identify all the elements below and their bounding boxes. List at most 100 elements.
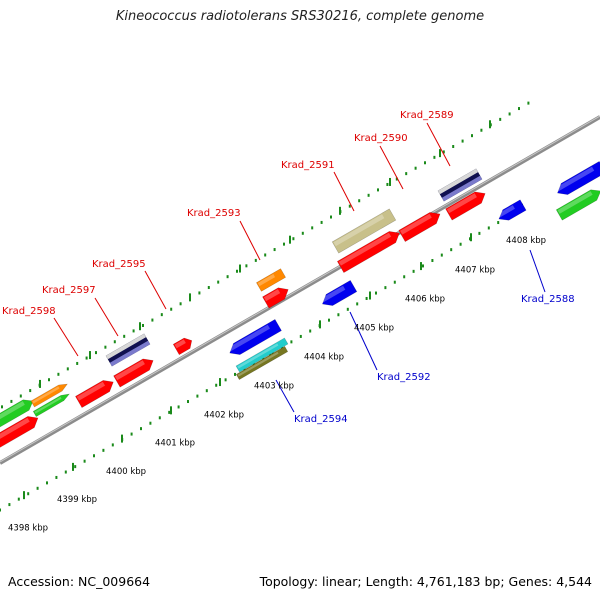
upper-tick: [518, 107, 520, 111]
lower-tick: [74, 465, 77, 469]
lower-tick: [46, 481, 48, 485]
upper-label-line: [94, 297, 119, 337]
lower-tick: [459, 242, 462, 246]
lower-tick: [27, 492, 30, 496]
gene-striped-1: [105, 333, 151, 367]
upper-tick: [29, 389, 32, 393]
gene-red-7: [398, 212, 441, 242]
gene-orange-1-sheen: [32, 386, 60, 404]
lower-tick: [224, 378, 227, 382]
lower-tick: [440, 253, 443, 257]
gene-blue-4-shape: [557, 161, 600, 195]
lower-tick: [422, 264, 424, 268]
gene-striped-2-stripe-bot: [441, 175, 483, 202]
gene-red-1-sheen: [0, 417, 30, 447]
gene-red-8-sheen: [446, 193, 477, 214]
upper-tick: [207, 286, 210, 290]
gene-red-6: [336, 231, 400, 273]
lower-tick: [149, 421, 152, 425]
upper-tick: [508, 112, 511, 116]
upper-tick: [123, 334, 126, 338]
gene-red-1: [0, 416, 39, 454]
scale-label: 4403 kbp: [254, 381, 294, 391]
upper-tick: [113, 340, 116, 344]
upper-tick: [198, 291, 201, 295]
upper-tick: [95, 351, 97, 355]
gene-label-upper: Krad_2590: [354, 133, 408, 144]
lower-tick: [17, 497, 20, 501]
upper-tick: [217, 280, 220, 284]
gene-blue-2: [320, 280, 358, 306]
upper-label-line: [53, 317, 79, 357]
lower-tick: [111, 443, 114, 447]
upper-tick: [236, 269, 238, 273]
upper-tick: [226, 275, 229, 279]
upper-tick: [85, 356, 88, 360]
lower-label-line: [349, 311, 378, 371]
lower-tick: [158, 416, 161, 420]
upper-tick: [19, 394, 22, 398]
lower-tick: [431, 259, 434, 263]
gene-blue-3-shape: [498, 199, 527, 221]
upper-tick: [367, 193, 370, 197]
gene-orange-2-sheen: [257, 274, 276, 287]
gene-green-3: [555, 189, 600, 221]
upper-tick: [433, 155, 436, 159]
upper-tick: [311, 226, 314, 230]
lower-tick: [177, 405, 180, 409]
scale-label: 4406 kbp: [405, 294, 445, 304]
gene-red-5: [262, 287, 289, 309]
map-title: Kineococcus radiotolerans SRS30216, comp…: [115, 9, 485, 24]
lower-label-line: [529, 249, 546, 293]
lower-tick: [55, 475, 58, 479]
upper-tick: [330, 215, 332, 219]
gene-striped-1-stripe-mid: [107, 337, 149, 363]
gene-label-upper: Krad_2597: [42, 285, 96, 296]
lower-tick: [83, 459, 86, 463]
lower-tick: [356, 302, 359, 306]
upper-tick: [301, 231, 304, 235]
gene-red-1-shape: [0, 416, 39, 454]
upper-tick: [132, 329, 135, 333]
gene-striped-2-stripe-top: [437, 168, 479, 195]
scale-label: 4408 kbp: [506, 236, 546, 246]
gene-red-3-sheen: [114, 360, 145, 381]
upper-tick: [245, 264, 248, 268]
gene-red-3: [113, 358, 154, 388]
gene-red-2-sheen: [76, 381, 106, 401]
gene-blue-2-sheen: [320, 285, 346, 303]
scale-label: 4399 kbp: [57, 495, 97, 505]
upper-tick: [254, 258, 257, 262]
upper-tick: [292, 237, 295, 241]
upper-tick: [283, 242, 285, 246]
gene-red-8: [445, 191, 486, 221]
upper-tick: [386, 182, 389, 186]
upper-tick: [76, 361, 79, 365]
gene-red-5-shape: [262, 287, 289, 309]
backbone-layer: [0, 115, 600, 465]
gene-cyan-sheen: [237, 343, 279, 369]
gene-red-4-sheen: [174, 339, 186, 349]
upper-tick: [320, 220, 323, 224]
gene-olive: [235, 346, 289, 380]
upper-tick: [264, 253, 267, 257]
upper-tick: [452, 145, 455, 149]
lower-tick: [64, 470, 67, 474]
lower-tick: [384, 286, 387, 290]
upper-tick: [377, 188, 379, 192]
lower-tick: [497, 221, 500, 225]
lower-tick: [93, 454, 95, 458]
lower-tick: [299, 334, 302, 338]
upper-tick: [424, 161, 426, 165]
upper-tick: [527, 101, 530, 105]
lower-tick: [102, 448, 105, 452]
gene-blue-1-shape: [229, 319, 282, 355]
gene-label-upper: Krad_2595: [92, 259, 146, 270]
lower-label-line: [275, 379, 295, 413]
gene-red-4: [172, 337, 193, 356]
lower-tick: [412, 269, 415, 273]
gene-red-8-shape: [445, 191, 486, 221]
genome-summary-text: Topology: linear; Length: 4,761,183 bp; …: [259, 574, 592, 589]
gene-red-6-shape: [336, 231, 400, 273]
